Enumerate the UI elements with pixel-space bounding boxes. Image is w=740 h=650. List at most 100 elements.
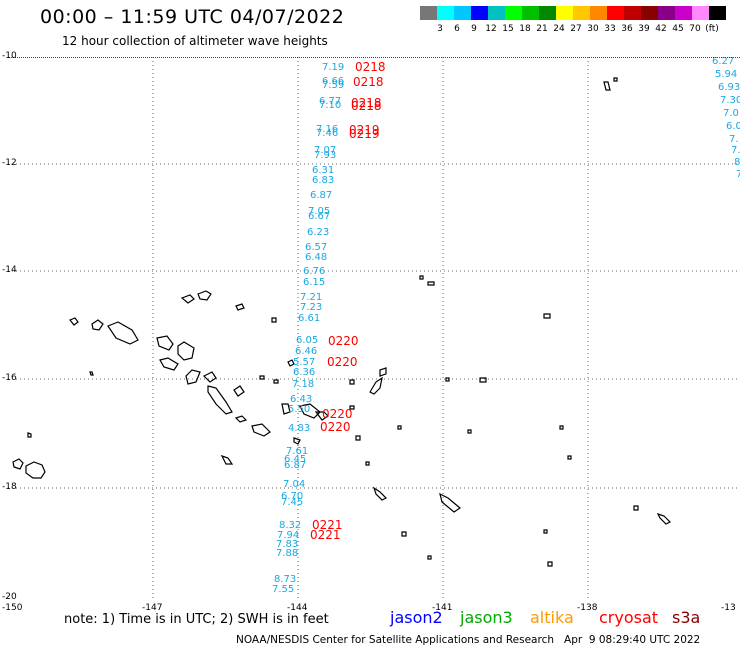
island-22 [287, 359, 295, 367]
pass-time-label: 0220 [327, 355, 358, 369]
island-6 [91, 319, 104, 331]
scale-label: 15 [502, 24, 514, 34]
wave-height-value: 7.94 [277, 530, 299, 541]
scale-swatch [590, 6, 607, 20]
scale-label: 27 [570, 24, 582, 34]
wave-height-value: 6.15 [303, 277, 325, 288]
island-14 [202, 371, 217, 383]
wave-height-value: 6.83 [312, 175, 334, 186]
island-36 [397, 425, 402, 430]
wave-height-value: 6.05 [296, 335, 318, 346]
wave-height-value: 4.83 [288, 423, 310, 434]
island-45 [543, 313, 551, 319]
scale-label: 70 [689, 24, 701, 34]
wave-height-value: 8.73 [274, 574, 296, 585]
lon-label-150: -150 [2, 603, 23, 613]
pass-time-label: 0220 [320, 420, 351, 434]
island-20 [235, 303, 245, 311]
scale-swatch [675, 6, 692, 20]
wave-height-value: 6.76 [303, 266, 325, 277]
scale-label: 36 [621, 24, 633, 34]
island-52 [633, 505, 639, 511]
scale-label: 24 [553, 24, 565, 34]
wave-height-value: 7.83 [276, 539, 298, 550]
wave-height-value: 6.87 [310, 190, 332, 201]
wave-height-value: 6.45 [284, 454, 306, 465]
scale-swatch [522, 6, 539, 20]
island-7 [107, 321, 139, 345]
wave-height-value: 6.87 [284, 460, 306, 471]
pass-time-label: 0219 [349, 127, 380, 141]
lon-label-13: -13 [721, 603, 736, 613]
lat-label-14: -14 [2, 265, 17, 275]
scale-label: 3 [437, 24, 443, 34]
scale-swatch [539, 6, 556, 20]
units-note: note: 1) Time is in UTC; 2) SWH is in fe… [64, 612, 329, 627]
wave-height-value: 7 [736, 169, 740, 180]
island-11 [180, 294, 195, 304]
island-46 [543, 529, 548, 534]
island-39 [427, 281, 435, 286]
island-34 [379, 367, 387, 377]
scale-swatch [692, 6, 709, 20]
island-48 [559, 425, 564, 430]
island-26 [299, 403, 321, 419]
scale-swatch [471, 6, 488, 20]
lat-label-20: -20 [2, 592, 17, 602]
altimeter-track-2: 6.275.946.937.307.06.07.7.87 [712, 56, 740, 180]
scale-label: 18 [519, 24, 531, 34]
pass-time-label: 0221 [312, 518, 343, 532]
wave-height-value: 7.88 [276, 548, 298, 559]
wave-height-value: 6.77 [319, 96, 341, 107]
scale-label: 12 [485, 24, 497, 34]
credit-line: NOAA/NESDIS Center for Satellite Applica… [236, 634, 701, 646]
wave-height-value: 6.31 [312, 165, 334, 176]
island-13 [185, 369, 201, 385]
wave-height-value: 7.45 [281, 497, 303, 508]
lon-label-138: -138 [577, 603, 598, 613]
island-47 [547, 561, 553, 567]
scale-swatch [607, 6, 624, 20]
wave-height-value: 6.43 [290, 394, 312, 405]
legend-altika: altika [530, 608, 574, 627]
lon-label-144: -144 [287, 603, 308, 613]
island-28 [293, 437, 301, 445]
wave-height-value: 7.07 [314, 145, 336, 156]
wave-height-value: 5.50 [288, 404, 310, 415]
wave-height-value: 7.0 [723, 108, 739, 119]
island-50 [603, 81, 611, 91]
pass-time-label: 0218 [351, 96, 382, 110]
scale-swatch [437, 6, 454, 20]
wave-height-value: 6.36 [293, 367, 315, 378]
wave-height-value: 7.04 [283, 479, 305, 490]
wave-height-value: 7.10 [319, 100, 341, 111]
island-5 [89, 371, 94, 376]
pass-time-label: 0220 [322, 407, 353, 421]
scale-swatch [573, 6, 590, 20]
coastline-islands [12, 77, 672, 567]
island-31 [355, 435, 361, 441]
island-25 [281, 403, 291, 415]
island-8 [156, 335, 174, 351]
wave-height-value: 6.23 [307, 227, 329, 238]
wave-height-value: 6.67 [308, 211, 330, 222]
island-tahiti-area-1 [12, 458, 24, 470]
scale-label: 33 [604, 24, 616, 34]
lat-label-16: -16 [2, 373, 17, 383]
wave-height-value: 6.93 [718, 82, 740, 93]
wave-height-value: 8 [734, 157, 740, 168]
island-4 [69, 317, 79, 326]
island-2 [25, 461, 46, 479]
island-19 [220, 454, 234, 465]
pass-time-label: 0218 [351, 99, 382, 113]
island-3 [27, 432, 32, 438]
island-24 [273, 379, 279, 384]
wave-height-value: 7.16 [316, 124, 338, 135]
scale-swatch [420, 6, 437, 20]
island-51 [613, 77, 618, 82]
wave-height-value: 5.57 [293, 357, 315, 368]
scale-swatch [505, 6, 522, 20]
scale-swatch [556, 6, 573, 20]
wave-height-value: 7.55 [272, 584, 294, 595]
